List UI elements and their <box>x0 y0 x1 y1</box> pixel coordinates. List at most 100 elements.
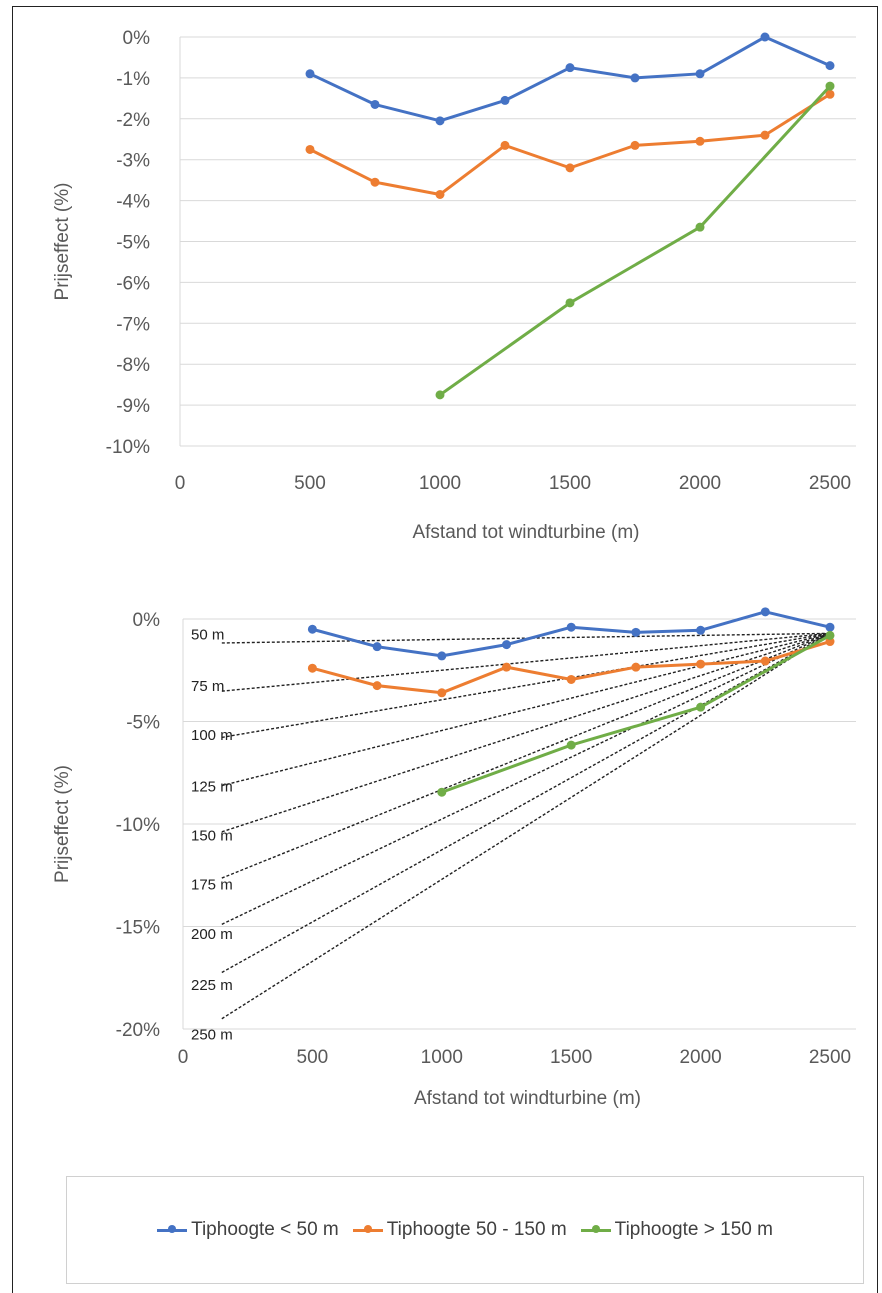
legend-item: Tiphoogte > 150 m <box>580 1219 773 1241</box>
data-point <box>696 702 706 712</box>
data-point <box>565 63 575 73</box>
guide-line <box>221 632 831 925</box>
x-axis-title: Afstand tot windturbine (m) <box>414 1088 641 1109</box>
guide-line-label: 100 m <box>191 727 233 744</box>
legend-item: Tiphoogte 50 - 150 m <box>352 1219 567 1241</box>
data-point <box>760 130 770 140</box>
guide-line <box>221 632 831 833</box>
x-tick-label: 0 <box>175 473 186 494</box>
guide-line <box>221 632 831 787</box>
data-point <box>435 116 445 126</box>
data-point <box>435 189 445 199</box>
y-tick-label: -8% <box>116 355 150 376</box>
data-point <box>370 177 380 187</box>
y-tick-label: 0% <box>133 610 161 631</box>
data-point <box>825 622 835 632</box>
legend: Tiphoogte < 50 m Tiphoogte 50 - 150 m Tiph… <box>66 1176 864 1284</box>
data-point <box>565 163 575 173</box>
data-point <box>565 298 575 308</box>
data-point <box>631 627 641 637</box>
data-point <box>631 662 641 672</box>
data-point <box>825 89 835 99</box>
y-tick-label: -6% <box>116 273 150 294</box>
series-line <box>310 610 832 658</box>
y-tick-label: -10% <box>106 437 150 458</box>
legend-swatch <box>352 1225 383 1233</box>
guide-line-label: 225 m <box>191 977 233 994</box>
x-tick-label: 0 <box>178 1047 189 1068</box>
x-tick-label: 2000 <box>679 1047 721 1068</box>
y-tick-label: -20% <box>116 1020 160 1041</box>
guide-line-label: 250 m <box>191 1026 233 1043</box>
data-point <box>437 787 447 797</box>
guide-line <box>221 632 831 974</box>
data-point <box>372 642 382 652</box>
y-tick-label: -9% <box>116 396 150 417</box>
x-tick-label: 1000 <box>421 1047 463 1068</box>
data-point <box>502 662 511 672</box>
y-axis-title: Prijseffect (%) <box>52 765 73 883</box>
data-point <box>307 624 317 634</box>
data-point <box>696 625 706 635</box>
data-point <box>760 32 770 42</box>
data-point <box>825 81 835 91</box>
chart-top: 0% -1% -2% -3% -4% -5% -6% -7% -8% -9% -10% 0 500 100… <box>52 28 856 543</box>
data-point <box>696 659 706 669</box>
guide-line <box>221 632 831 1020</box>
y-tick-label: -7% <box>116 314 150 335</box>
legend-label: Tiphoogte < 50 m <box>191 1219 339 1240</box>
data-point <box>307 663 317 673</box>
y-tick-label: 0% <box>123 28 151 49</box>
legend-swatch <box>580 1225 611 1233</box>
data-point <box>695 222 705 232</box>
data-point <box>825 637 835 647</box>
guide-line <box>221 632 831 739</box>
guide-line <box>221 632 831 879</box>
x-axis-title: Afstand tot windturbine (m) <box>412 522 639 543</box>
y-tick-label: -5% <box>116 233 150 254</box>
data-point <box>500 140 510 150</box>
y-tick-label: -10% <box>116 815 160 836</box>
series-line <box>438 84 832 397</box>
legend-swatch <box>157 1225 188 1233</box>
data-point <box>305 144 315 154</box>
x-tick-label: 1500 <box>550 1047 592 1068</box>
data-point <box>502 640 511 650</box>
data-point <box>437 651 447 661</box>
data-point <box>630 73 640 83</box>
y-tick-label: -2% <box>116 110 150 131</box>
data-point <box>437 688 447 698</box>
data-point <box>566 622 576 632</box>
data-point <box>566 674 576 684</box>
data-point <box>566 740 576 750</box>
y-tick-label: -5% <box>126 713 160 734</box>
data-point <box>760 607 770 617</box>
x-tick-label: 500 <box>294 473 326 494</box>
guide-line <box>221 632 831 692</box>
data-point <box>695 69 705 79</box>
data-point <box>825 630 835 640</box>
y-axis-title: Prijseffect (%) <box>52 183 73 301</box>
y-tick-label: -15% <box>116 918 160 939</box>
data-point <box>435 390 445 400</box>
data-point <box>695 136 705 146</box>
guide-line-label: 50 m <box>191 627 224 644</box>
data-point <box>500 95 510 105</box>
guide-line-label: 150 m <box>191 828 233 845</box>
data-point <box>305 69 315 79</box>
legend-row: Tiphoogte < 50 m Tiphoogte 50 - 150 m Tiph… <box>67 1177 863 1283</box>
data-point <box>825 61 835 71</box>
legend-item: Tiphoogte < 50 m <box>157 1219 339 1241</box>
x-tick-label: 2000 <box>679 473 721 494</box>
guide-line-label: 200 m <box>191 926 233 943</box>
data-point <box>372 681 382 691</box>
legend-label: Tiphoogte > 150 m <box>614 1219 773 1240</box>
guide-line-label: 125 m <box>191 778 233 795</box>
data-point <box>760 656 770 666</box>
x-tick-label: 2500 <box>809 473 851 494</box>
y-tick-label: -4% <box>116 192 150 213</box>
figure-frame <box>12 6 878 1293</box>
x-tick-label: 1000 <box>419 473 461 494</box>
guide-line-label: 75 m <box>191 678 224 695</box>
